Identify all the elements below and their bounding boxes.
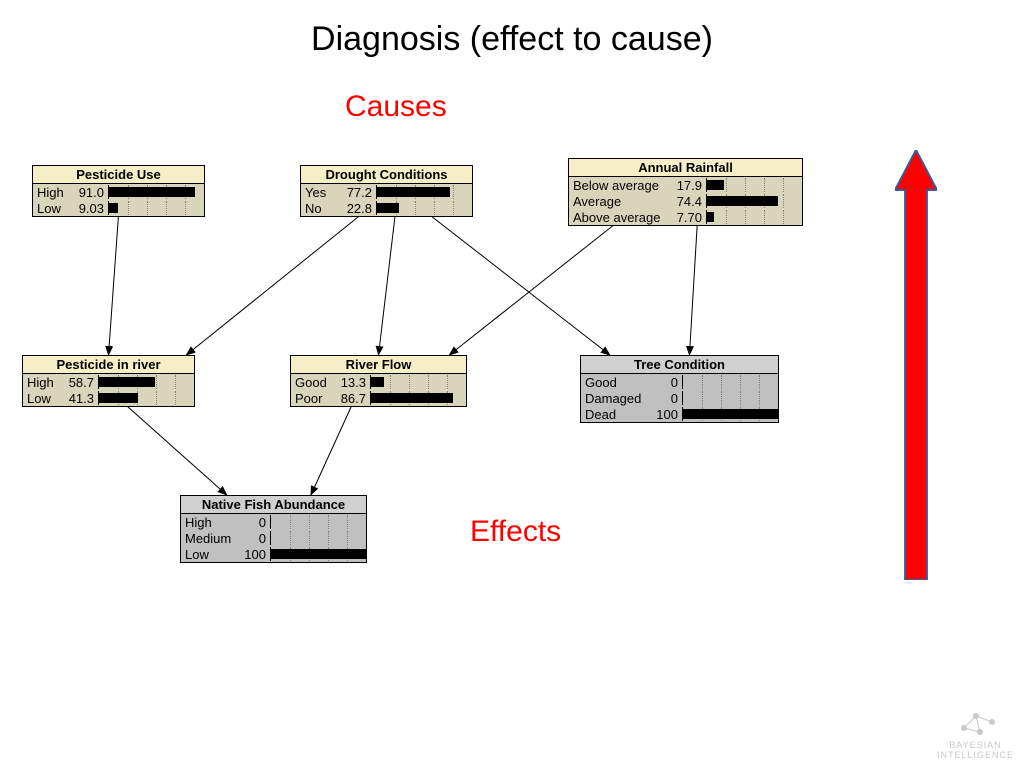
node-title: Annual Rainfall — [569, 159, 802, 177]
footer-logo: BAYESIAN INTELLIGENCE — [937, 704, 1014, 760]
state-value: 100 — [237, 547, 270, 562]
bn-node-native-fish[interactable]: Native Fish AbundanceHigh0Medium0Low100 — [180, 495, 367, 563]
state-bar — [376, 185, 472, 199]
state-name: Yes — [301, 185, 339, 200]
node-state-row[interactable]: Good13.3 — [291, 374, 466, 390]
state-value: 0 — [237, 515, 270, 530]
upward-arrow — [895, 150, 937, 585]
state-value: 9.03 — [71, 201, 109, 216]
state-bar — [706, 194, 802, 208]
node-title: Pesticide in river — [23, 356, 194, 374]
label-effects: Effects — [470, 515, 561, 549]
bn-node-tree-condition[interactable]: Tree ConditionGood0Damaged0Dead100 — [580, 355, 779, 423]
node-title: Native Fish Abundance — [181, 496, 366, 514]
bn-node-pesticide-use[interactable]: Pesticide UseHigh91.0Low9.03 — [32, 165, 205, 217]
node-state-row[interactable]: Yes77.2 — [301, 184, 472, 200]
edge — [449, 224, 615, 355]
state-bar — [98, 375, 194, 389]
state-value: 74.4 — [666, 194, 706, 209]
state-name: Low — [23, 391, 61, 406]
bn-node-drought-conditions[interactable]: Drought ConditionsYes77.2No22.8 — [300, 165, 473, 217]
state-bar — [706, 178, 802, 192]
node-state-row[interactable]: Above average7.70 — [569, 209, 802, 225]
state-bar — [706, 210, 802, 224]
state-bar — [108, 185, 204, 199]
node-state-row[interactable]: Damaged0 — [581, 390, 778, 406]
bn-node-pesticide-in-river[interactable]: Pesticide in riverHigh58.7Low41.3 — [22, 355, 195, 407]
node-title: River Flow — [291, 356, 466, 374]
state-name: Below average — [569, 178, 666, 193]
node-state-row[interactable]: Low41.3 — [23, 390, 194, 406]
edge — [379, 215, 396, 355]
node-title: Drought Conditions — [301, 166, 472, 184]
state-bar — [98, 391, 194, 405]
state-value: 17.9 — [666, 178, 706, 193]
state-bar — [370, 391, 466, 405]
state-name: Poor — [291, 391, 332, 406]
state-value: 0 — [649, 375, 682, 390]
logo-text-1: BAYESIAN — [937, 740, 1014, 750]
state-name: High — [23, 375, 61, 390]
node-state-row[interactable]: High91.0 — [33, 184, 204, 200]
state-bar — [270, 531, 366, 545]
state-name: Good — [581, 375, 649, 390]
state-bar — [108, 201, 204, 215]
state-name: Low — [181, 547, 237, 562]
node-title: Tree Condition — [581, 356, 778, 374]
state-value: 22.8 — [339, 201, 377, 216]
edge — [430, 215, 610, 355]
node-state-row[interactable]: Below average17.9 — [569, 177, 802, 193]
state-name: Good — [291, 375, 332, 390]
state-name: High — [181, 515, 237, 530]
state-value: 86.7 — [332, 391, 370, 406]
label-causes: Causes — [345, 90, 447, 124]
edge — [109, 215, 119, 355]
node-state-row[interactable]: Average74.4 — [569, 193, 802, 209]
state-name: No — [301, 201, 339, 216]
state-value: 0 — [237, 531, 270, 546]
bn-node-river-flow[interactable]: River FlowGood13.3Poor86.7 — [290, 355, 467, 407]
state-value: 13.3 — [332, 375, 370, 390]
edge — [311, 405, 352, 495]
state-value: 7.70 — [666, 210, 706, 225]
edge — [126, 405, 227, 495]
node-title: Pesticide Use — [33, 166, 204, 184]
state-bar — [270, 515, 366, 529]
node-state-row[interactable]: Dead100 — [581, 406, 778, 422]
logo-text-2: INTELLIGENCE — [937, 750, 1014, 760]
state-bar — [682, 375, 778, 389]
state-name: Low — [33, 201, 71, 216]
state-value: 100 — [649, 407, 682, 422]
state-bar — [682, 407, 778, 421]
node-state-row[interactable]: Low100 — [181, 546, 366, 562]
state-value: 41.3 — [61, 391, 99, 406]
state-value: 91.0 — [71, 185, 109, 200]
state-name: Medium — [181, 531, 237, 546]
node-state-row[interactable]: Medium0 — [181, 530, 366, 546]
state-name: High — [33, 185, 71, 200]
state-value: 0 — [649, 391, 682, 406]
node-state-row[interactable]: Good0 — [581, 374, 778, 390]
state-bar — [376, 201, 472, 215]
state-name: Damaged — [581, 391, 649, 406]
node-state-row[interactable]: High0 — [181, 514, 366, 530]
state-value: 58.7 — [61, 375, 99, 390]
state-name: Above average — [569, 210, 666, 225]
edge — [689, 224, 697, 355]
node-state-row[interactable]: Low9.03 — [33, 200, 204, 216]
node-state-row[interactable]: High58.7 — [23, 374, 194, 390]
state-bar — [370, 375, 466, 389]
bn-node-annual-rainfall[interactable]: Annual RainfallBelow average17.9Average7… — [568, 158, 803, 226]
node-state-row[interactable]: Poor86.7 — [291, 390, 466, 406]
node-state-row[interactable]: No22.8 — [301, 200, 472, 216]
state-bar — [270, 547, 366, 561]
state-value: 77.2 — [339, 185, 377, 200]
state-bar — [682, 391, 778, 405]
state-name: Average — [569, 194, 666, 209]
state-name: Dead — [581, 407, 649, 422]
edge — [186, 215, 360, 355]
slide-title: Diagnosis (effect to cause) — [0, 20, 1024, 59]
